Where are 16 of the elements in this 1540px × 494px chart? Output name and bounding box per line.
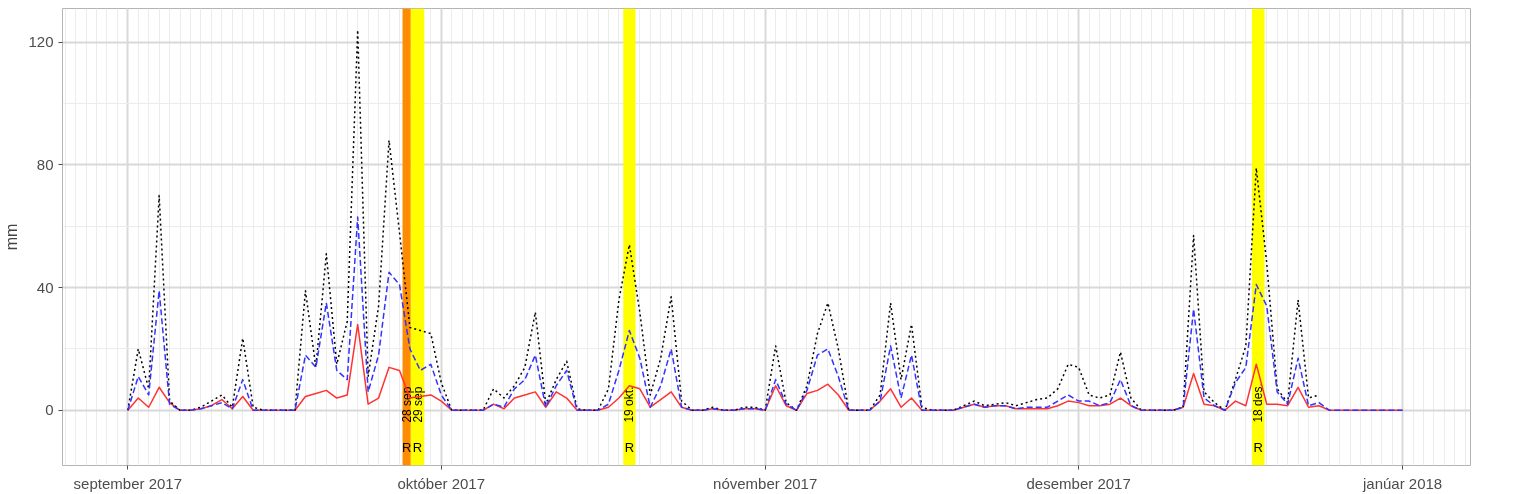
band-label: 19 okt. bbox=[622, 386, 637, 423]
y-tick-label: 120 bbox=[28, 33, 54, 51]
y-tick-label: 0 bbox=[45, 401, 54, 419]
x-tick-label: september 2017 bbox=[73, 474, 183, 492]
band-label: 18 des. bbox=[1251, 383, 1266, 423]
annotation: R bbox=[1253, 439, 1263, 455]
annotation: R bbox=[401, 439, 412, 455]
y-tick-label: 80 bbox=[36, 155, 54, 173]
x-tick-label: nóvember 2017 bbox=[713, 474, 818, 492]
x-tick-label: janúar 2018 bbox=[1361, 474, 1443, 492]
x-tick-label: október 2017 bbox=[397, 474, 486, 492]
annotation: R bbox=[412, 439, 423, 455]
x-tick-label: desember 2017 bbox=[1026, 474, 1131, 492]
y-tick-label: 40 bbox=[36, 278, 54, 296]
annotation: R bbox=[624, 439, 635, 455]
y-axis-title: mm bbox=[3, 223, 21, 251]
